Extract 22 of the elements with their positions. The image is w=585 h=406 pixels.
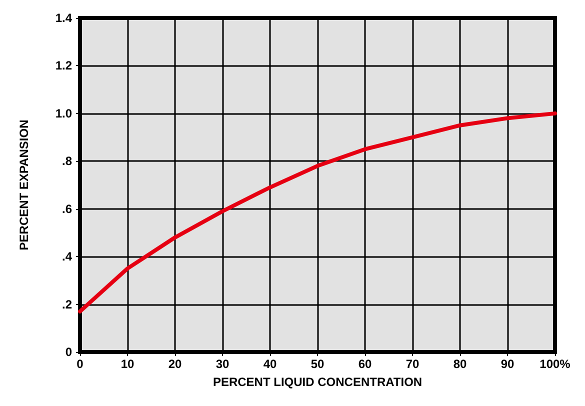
y-tick-label: .4 — [62, 250, 72, 264]
y-tick-label: 1.4 — [55, 11, 72, 25]
y-tick-label: 1.2 — [55, 58, 72, 73]
y-tick-label: .2 — [62, 297, 72, 312]
x-axis-title: PERCENT LIQUID CONCENTRATION — [212, 375, 422, 389]
line-series — [78, 111, 557, 314]
x-tick-label: 90 — [500, 357, 514, 371]
x-tick-label: 20 — [168, 357, 182, 371]
x-tick-label: 10 — [120, 357, 134, 371]
x-tick-label: 70 — [406, 357, 420, 371]
y-tick-label: 1.0 — [55, 106, 72, 120]
x-tick-label: 0 — [76, 357, 84, 371]
y-tick-label: 0 — [65, 345, 72, 359]
x-tick-label: 50 — [310, 357, 324, 371]
x-tick-label: 40 — [263, 357, 277, 371]
y-axis-title: PERCENT EXPANSION — [17, 120, 31, 250]
x-tick-label: 100% — [540, 357, 571, 371]
x-tick-label: 60 — [358, 357, 372, 371]
x-tick-label: 80 — [453, 357, 467, 371]
y-tick-label: .8 — [62, 154, 72, 168]
y-tick-label: .6 — [62, 202, 72, 216]
x-tick-label: 30 — [216, 357, 230, 371]
